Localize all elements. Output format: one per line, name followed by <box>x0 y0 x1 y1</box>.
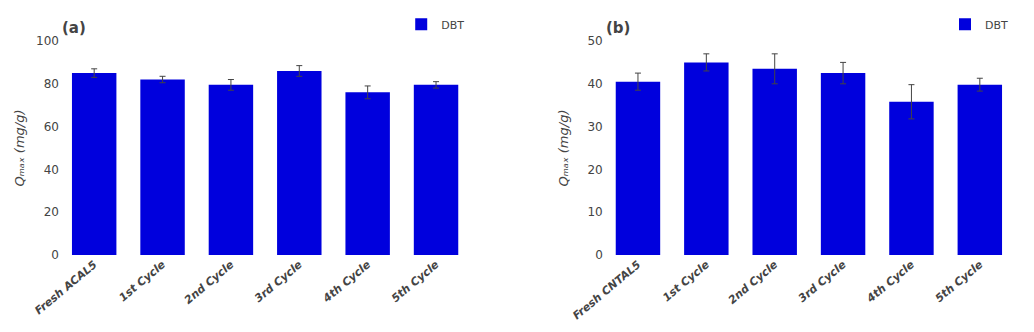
svg-text:60: 60 <box>44 120 59 134</box>
svg-text:(b): (b) <box>606 19 630 37</box>
svg-text:(a): (a) <box>62 19 86 37</box>
svg-text:2nd Cycle: 2nd Cycle <box>726 258 781 307</box>
svg-text:Qₘₐₓ (mg/g): Qₘₐₓ (mg/g) <box>556 109 571 186</box>
svg-text:5th Cycle: 5th Cycle <box>389 258 442 305</box>
svg-text:40: 40 <box>44 163 59 177</box>
svg-text:3rd Cycle: 3rd Cycle <box>252 258 305 305</box>
svg-text:0: 0 <box>51 248 59 262</box>
svg-text:5th Cycle: 5th Cycle <box>933 258 986 305</box>
svg-text:80: 80 <box>44 77 59 91</box>
svg-text:3rd Cycle: 3rd Cycle <box>796 258 849 305</box>
svg-text:Fresh ACAL5: Fresh ACAL5 <box>32 258 99 318</box>
svg-text:4th Cycle: 4th Cycle <box>864 258 918 306</box>
svg-text:20: 20 <box>44 205 59 219</box>
svg-text:Qₘₐₓ (mg/g): Qₘₐₓ (mg/g) <box>12 109 27 186</box>
svg-text:30: 30 <box>587 120 602 134</box>
svg-text:1st Cycle: 1st Cycle <box>660 258 712 304</box>
svg-text:DBT: DBT <box>441 19 464 32</box>
svg-text:20: 20 <box>587 163 602 177</box>
svg-text:2nd Cycle: 2nd Cycle <box>182 258 237 307</box>
svg-text:40: 40 <box>587 77 602 91</box>
svg-text:10: 10 <box>587 205 602 219</box>
svg-text:DBT: DBT <box>985 19 1008 32</box>
svg-text:100: 100 <box>36 34 59 48</box>
svg-text:50: 50 <box>587 34 602 48</box>
svg-text:1st Cycle: 1st Cycle <box>117 258 169 304</box>
svg-text:4th Cycle: 4th Cycle <box>320 258 374 306</box>
svg-text:Fresh CNTAL5: Fresh CNTAL5 <box>570 258 643 322</box>
svg-text:0: 0 <box>595 248 603 262</box>
